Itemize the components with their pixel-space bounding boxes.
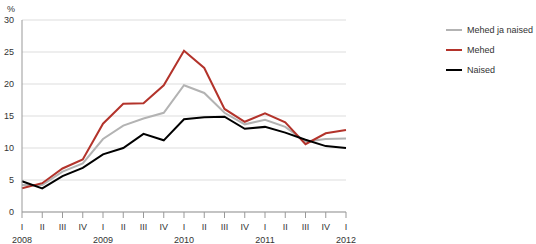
- svg-text:2008: 2008: [12, 235, 32, 244]
- svg-text:III: III: [59, 222, 67, 232]
- svg-text:II: II: [283, 222, 288, 232]
- svg-text:5: 5: [9, 175, 14, 185]
- svg-text:I: I: [183, 222, 186, 232]
- svg-text:II: II: [40, 222, 45, 232]
- svg-text:IV: IV: [321, 222, 330, 232]
- html-text:Naised: Naised: [467, 65, 495, 75]
- svg-text:IV: IV: [159, 222, 168, 232]
- svg-text:0: 0: [9, 207, 14, 217]
- svg-text:III: III: [221, 222, 229, 232]
- svg-text:I: I: [345, 222, 348, 232]
- svg-text:2011: 2011: [255, 235, 274, 244]
- html-text:Mehed ja naised: Mehed ja naised: [467, 25, 533, 35]
- svg-text:10: 10: [8, 143, 14, 153]
- svg-text:20: 20: [8, 79, 14, 89]
- svg-text:30: 30: [8, 15, 14, 25]
- svg-text:I: I: [264, 222, 267, 232]
- svg-text:15: 15: [8, 111, 14, 121]
- svg-text:I: I: [21, 222, 24, 232]
- svg-text:II: II: [202, 222, 207, 232]
- svg-text:IV: IV: [78, 222, 87, 232]
- html-text:Mehed: Mehed: [467, 45, 495, 55]
- svg-text:2009: 2009: [93, 235, 113, 244]
- svg-text:25: 25: [8, 47, 14, 57]
- svg-text:2010: 2010: [174, 235, 194, 244]
- svg-text:2012: 2012: [336, 235, 356, 244]
- svg-text:III: III: [140, 222, 148, 232]
- svg-text:IV: IV: [240, 222, 249, 232]
- svg-text:I: I: [102, 222, 105, 232]
- svg-text:%: %: [8, 4, 15, 14]
- svg-text:III: III: [302, 222, 310, 232]
- svg-text:II: II: [121, 222, 126, 232]
